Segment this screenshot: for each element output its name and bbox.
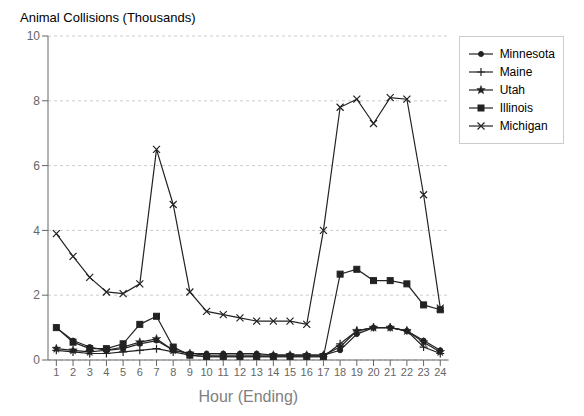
svg-text:12: 12 (234, 366, 246, 378)
svg-text:9: 9 (187, 366, 193, 378)
svg-text:7: 7 (153, 366, 159, 378)
svg-text:21: 21 (384, 366, 396, 378)
svg-text:6: 6 (33, 159, 40, 173)
svg-text:0: 0 (33, 353, 40, 367)
svg-text:16: 16 (301, 366, 313, 378)
svg-text:Hour (Ending): Hour (Ending) (199, 388, 299, 405)
svg-text:4: 4 (103, 366, 109, 378)
svg-text:14: 14 (267, 366, 279, 378)
html-text:Michigan: Michigan (499, 119, 548, 133)
svg-text:2: 2 (33, 288, 40, 302)
svg-text:2: 2 (70, 366, 76, 378)
html-text:Animal Collisions (Thousands): Animal Collisions (Thousands) (20, 10, 196, 25)
svg-text:11: 11 (218, 366, 229, 378)
svg-text:4: 4 (33, 224, 40, 238)
svg-text:20: 20 (367, 366, 379, 378)
svg-text:5: 5 (120, 366, 126, 378)
svg-text:17: 17 (317, 366, 329, 378)
svg-text:19: 19 (351, 366, 363, 378)
svg-text:8: 8 (170, 366, 176, 378)
svg-text:22: 22 (401, 366, 413, 378)
html-text:Utah: Utah (499, 83, 525, 97)
html-text:Maine: Maine (499, 65, 533, 79)
svg-text:3: 3 (87, 366, 93, 378)
html-text:Illinois: Illinois (499, 101, 533, 115)
svg-text:18: 18 (334, 366, 346, 378)
html-text:Minnesota: Minnesota (499, 47, 555, 61)
svg-text:23: 23 (417, 366, 429, 378)
svg-text:24: 24 (434, 366, 446, 378)
svg-text:6: 6 (137, 366, 143, 378)
svg-text:1: 1 (53, 366, 59, 378)
svg-text:10: 10 (200, 366, 212, 378)
svg-text:8: 8 (33, 94, 40, 108)
svg-text:15: 15 (284, 366, 296, 378)
svg-text:13: 13 (251, 366, 263, 378)
svg-text:10: 10 (27, 29, 41, 43)
